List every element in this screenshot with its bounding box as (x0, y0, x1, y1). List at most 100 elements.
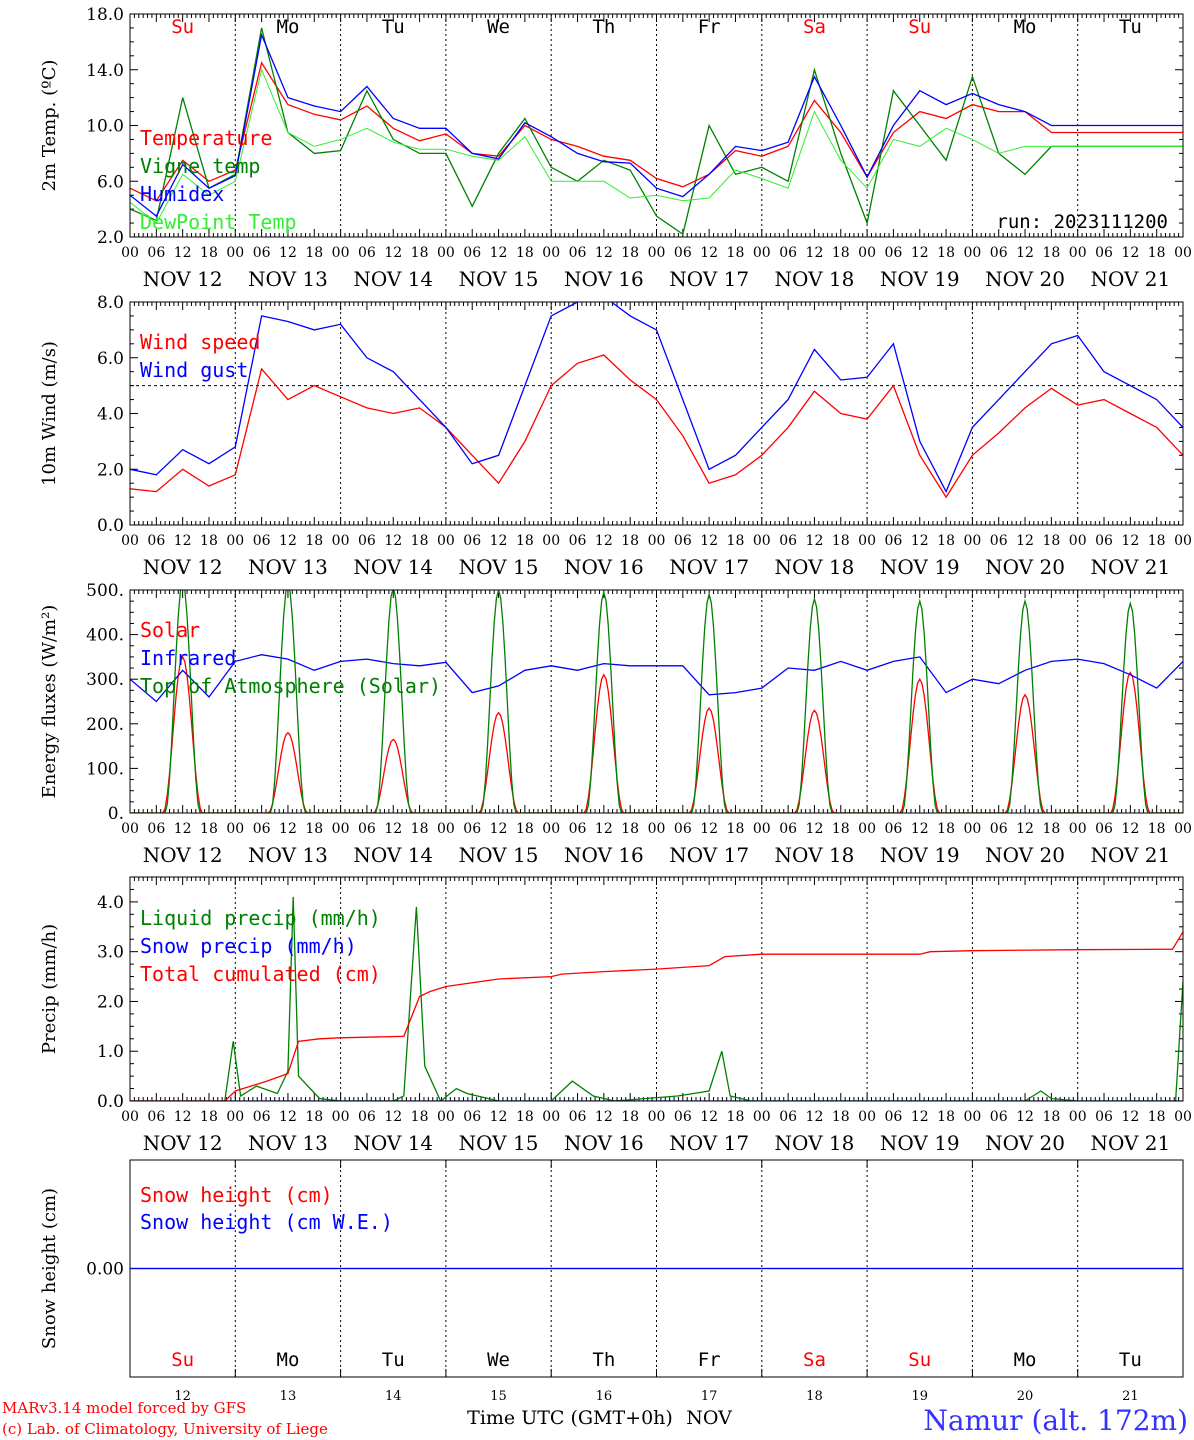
hour-tick-label: 12 (384, 1109, 402, 1125)
weekday-label: Mo (277, 1349, 300, 1371)
hour-tick-label: 00 (1069, 821, 1087, 837)
date-label: NOV 19 (880, 555, 960, 579)
legend-item: Total cumulated (cm) (140, 962, 381, 986)
hour-tick-label: 00 (963, 533, 981, 549)
date-label: NOV 18 (775, 843, 855, 867)
y-tick-label: 0. (108, 804, 124, 824)
hour-tick-label: 12 (806, 1109, 824, 1125)
date-label: NOV 13 (248, 843, 328, 867)
hour-tick-label: 00 (858, 245, 876, 261)
hour-tick-label: 00 (332, 245, 350, 261)
hour-tick-label: 00 (753, 1109, 771, 1125)
weekday-label: Mo (1014, 16, 1037, 38)
y-tick-label: 2.0 (97, 228, 124, 248)
date-label: NOV 12 (143, 267, 223, 291)
hour-tick-label: 12 (384, 245, 402, 261)
date-label: NOV 14 (353, 1131, 433, 1155)
hour-tick-label: 12 (279, 533, 297, 549)
date-label: NOV 21 (1090, 267, 1170, 291)
hour-tick-label: 18 (200, 821, 218, 837)
y-tick-label: 100. (86, 759, 124, 779)
hour-tick-label: 00 (1174, 533, 1192, 549)
weekday-label: Mo (1014, 1349, 1037, 1371)
hour-tick-label: 12 (911, 533, 929, 549)
hour-tick-label: 06 (885, 821, 903, 837)
hour-tick-label: 06 (569, 245, 587, 261)
hour-tick-label: 12 (1016, 245, 1034, 261)
hour-tick-label: 18 (200, 1109, 218, 1125)
hour-tick-label: 12 (595, 245, 613, 261)
hour-tick-label: 06 (253, 1109, 271, 1125)
hour-tick-label: 00 (542, 245, 560, 261)
legend-item: Infrared (140, 646, 236, 670)
y-tick-label: 6.0 (97, 349, 124, 369)
date-label: NOV 18 (775, 267, 855, 291)
hour-tick-label: 00 (121, 821, 139, 837)
date-label: NOV 18 (775, 1131, 855, 1155)
hour-tick-label: 12 (174, 1109, 192, 1125)
hour-tick-label: 00 (226, 533, 244, 549)
hour-tick-label: 12 (806, 821, 824, 837)
month-label: NOV (686, 1407, 732, 1429)
hour-tick-label: 06 (463, 245, 481, 261)
date-label: NOV 20 (985, 1131, 1065, 1155)
hour-tick-label: 18 (1148, 821, 1166, 837)
series-group (130, 302, 1183, 499)
date-label: NOV 13 (248, 555, 328, 579)
hour-tick-label: 06 (1095, 245, 1113, 261)
weekday-label: Mo (277, 16, 300, 38)
hour-tick-label: 06 (674, 1109, 692, 1125)
hour-tick-label: 18 (305, 1109, 323, 1125)
hour-tick-label: 00 (437, 1109, 455, 1125)
hour-tick-label: 18 (1148, 245, 1166, 261)
y-tick-label: 4.0 (97, 893, 124, 913)
hour-tick-label: 12 (1121, 821, 1139, 837)
hour-tick-label: 00 (858, 1109, 876, 1125)
date-label: NOV 14 (353, 843, 433, 867)
run-annotation: run: 2023111200 (996, 211, 1168, 233)
weekday-label: Sa (803, 16, 826, 38)
hour-tick-label: 00 (437, 245, 455, 261)
weekday-label: Tu (382, 16, 405, 38)
hour-tick-label: 12 (911, 1109, 929, 1125)
hour-tick-label: 12 (279, 245, 297, 261)
hour-tick-label: 00 (226, 821, 244, 837)
weekday-label: Fr (698, 16, 721, 38)
hour-tick-label: 00 (437, 821, 455, 837)
hour-tick-label: 12 (490, 533, 508, 549)
y-tick-label: 2.0 (97, 460, 124, 480)
legend-item: Top of Atmosphere (Solar) (140, 674, 441, 698)
hour-tick-label: 12 (700, 245, 718, 261)
hour-tick-label: 18 (1042, 821, 1060, 837)
hour-tick-label: 06 (1095, 1109, 1113, 1125)
panel-frame (129, 589, 1184, 814)
hour-tick-label: 00 (332, 533, 350, 549)
hour-tick-label: 06 (569, 821, 587, 837)
hour-tick-label: 18 (937, 1109, 955, 1125)
hour-tick-label: 00 (1069, 1109, 1087, 1125)
panel-5: 0.00 Snow height (cm) Snow height (cm) Snow… (39, 1159, 1184, 1378)
hour-tick-label: 06 (147, 533, 165, 549)
panel-frame (129, 876, 1184, 1102)
legend-item: Snow precip (mm/h) (140, 934, 357, 958)
hour-tick-label: 00 (858, 533, 876, 549)
y-tick-label: 10.0 (86, 117, 124, 137)
y-axis-label: Energy fluxes (W/m²) (39, 605, 60, 799)
legend-item: DewPoint Temp (140, 210, 297, 234)
hour-tick-label: 12 (279, 821, 297, 837)
location-label: Namur (alt. 172m) (923, 1404, 1188, 1437)
hour-tick-label: 06 (990, 533, 1008, 549)
y-axis-label: Precip (mm/h) (39, 924, 60, 1054)
date-label: NOV 16 (564, 843, 644, 867)
hour-tick-label: 06 (253, 821, 271, 837)
hour-tick-label: 12 (490, 1109, 508, 1125)
y-tick-label: 300. (86, 670, 124, 690)
y-tick-label: 200. (86, 715, 124, 735)
hour-tick-label: 00 (753, 821, 771, 837)
hour-tick-label: 18 (305, 821, 323, 837)
hour-tick-label: 18 (727, 821, 745, 837)
hour-tick-label: 00 (858, 821, 876, 837)
series-temperature (130, 61, 1183, 202)
hour-tick-label: 12 (911, 821, 929, 837)
